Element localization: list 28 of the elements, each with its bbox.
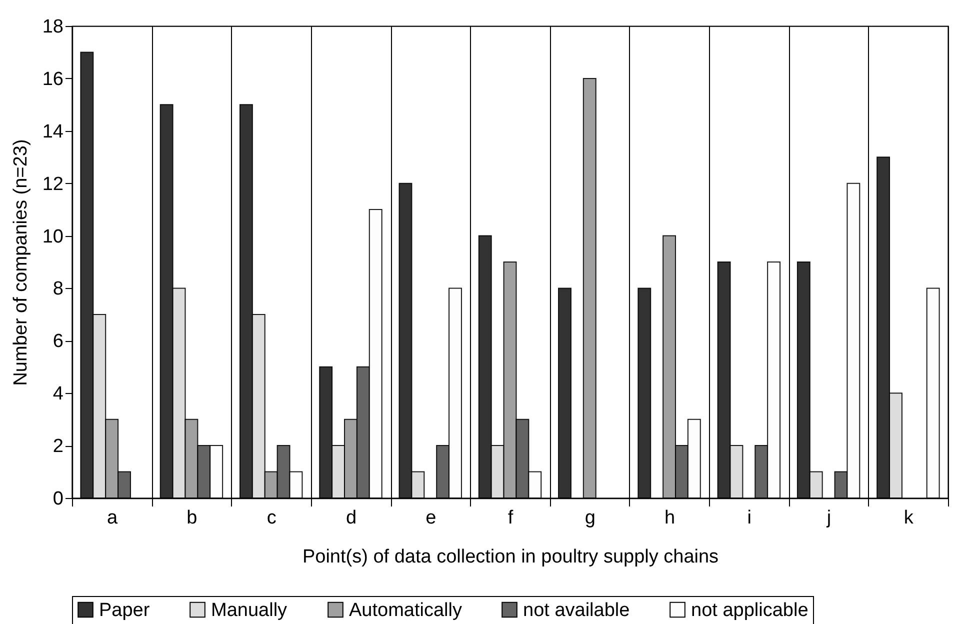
y-tick-label: 2: [52, 436, 64, 458]
y-tick-label: 0: [52, 488, 64, 510]
x-tick-label: d: [346, 508, 357, 528]
y-tick-label: 4: [52, 384, 64, 405]
y-tick-label: 8: [52, 278, 64, 300]
x-tick-label: i: [747, 508, 752, 528]
y-tick-label: 14: [42, 121, 64, 142]
legend-label: not available: [523, 600, 630, 621]
legend-label: not applicable: [691, 600, 808, 621]
legend-label: Paper: [99, 600, 150, 621]
x-tick-label: b: [186, 508, 198, 528]
y-tick-label: 12: [42, 174, 64, 195]
x-tick-label: g: [584, 508, 596, 528]
x-tick-label: h: [664, 508, 676, 528]
y-tick-label: 16: [42, 68, 64, 90]
x-axis-title: Point(s) of data collection in poultry supply chains: [302, 546, 719, 568]
x-tick-label: f: [508, 508, 514, 528]
legend-label: Manually: [211, 600, 288, 621]
legend-label: Automatically: [349, 600, 462, 621]
x-tick-label: k: [904, 508, 914, 528]
y-tick-label: 10: [42, 226, 64, 248]
x-tick-label: c: [266, 508, 276, 528]
y-tick-label: 6: [52, 331, 64, 352]
x-tick-label: j: [826, 508, 832, 528]
y-tick-label: 18: [42, 16, 64, 38]
x-tick-label: e: [426, 508, 436, 528]
y-axis-title: Number of companies (n=23): [10, 139, 32, 386]
x-tick-label: a: [107, 508, 118, 528]
